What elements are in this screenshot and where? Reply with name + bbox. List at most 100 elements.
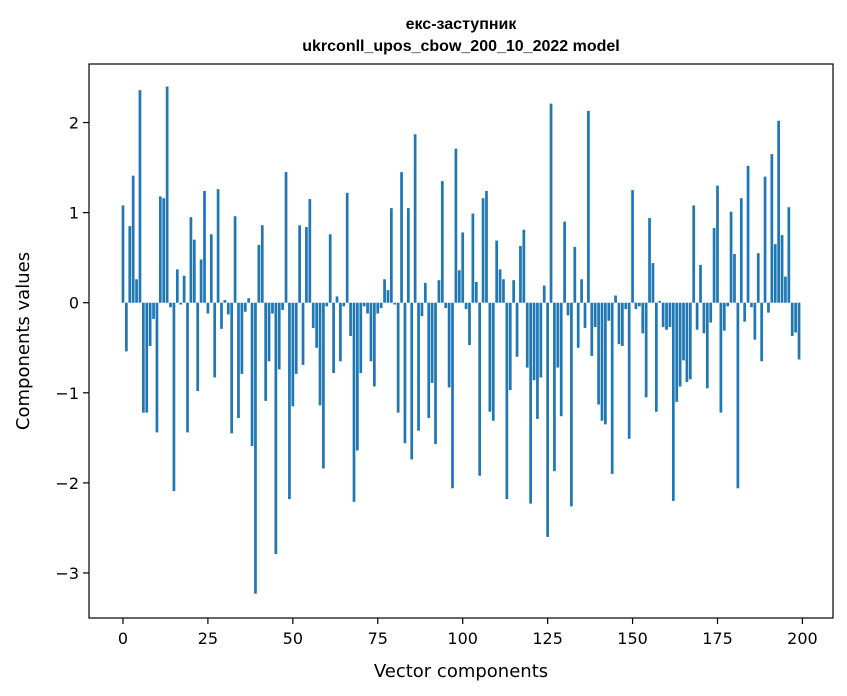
bar-57 bbox=[315, 302, 318, 348]
bar-145 bbox=[614, 295, 617, 303]
bar-163 bbox=[675, 302, 679, 402]
bar-40 bbox=[257, 245, 261, 303]
bar-64 bbox=[339, 302, 342, 362]
bar-83 bbox=[403, 302, 407, 444]
bar-197 bbox=[790, 302, 794, 337]
bar-28 bbox=[216, 189, 220, 303]
bar-112 bbox=[502, 279, 505, 303]
bar-195 bbox=[784, 276, 787, 303]
bar-103 bbox=[471, 213, 475, 303]
bar-69 bbox=[356, 302, 359, 451]
bar-172 bbox=[705, 302, 709, 389]
bar-77 bbox=[383, 279, 386, 303]
bar-141 bbox=[600, 302, 604, 421]
bar-130 bbox=[563, 221, 566, 303]
bar-166 bbox=[685, 302, 689, 382]
bar-119 bbox=[525, 302, 529, 368]
bar-149 bbox=[627, 302, 631, 439]
bar-58 bbox=[318, 302, 322, 406]
bar-136 bbox=[583, 302, 587, 328]
bar-174 bbox=[712, 227, 716, 303]
bar-37 bbox=[247, 298, 251, 303]
bar-71 bbox=[362, 302, 366, 307]
bar-92 bbox=[434, 302, 437, 445]
bar-62 bbox=[332, 302, 335, 373]
bar-101 bbox=[464, 302, 468, 310]
bar-185 bbox=[750, 302, 753, 308]
x-tick-label: 50 bbox=[283, 629, 303, 648]
bar-54 bbox=[305, 227, 308, 303]
bar-122 bbox=[536, 302, 539, 419]
bar-123 bbox=[539, 302, 543, 378]
bar-164 bbox=[678, 302, 682, 387]
bar-30 bbox=[223, 300, 227, 303]
bar-152 bbox=[638, 302, 641, 307]
x-tick-label: 150 bbox=[617, 629, 648, 648]
bar-106 bbox=[481, 198, 485, 303]
bar-150 bbox=[631, 190, 634, 303]
bar-70 bbox=[359, 302, 363, 373]
bar-160 bbox=[665, 302, 668, 330]
bar-196 bbox=[787, 207, 791, 303]
bar-113 bbox=[505, 302, 509, 500]
bar-187 bbox=[756, 253, 760, 303]
bar-177 bbox=[722, 302, 726, 331]
y-tick-label: 1 bbox=[69, 204, 79, 223]
bar-180 bbox=[733, 254, 736, 303]
bar-104 bbox=[474, 282, 478, 303]
bar-51 bbox=[294, 302, 298, 374]
bar-188 bbox=[760, 302, 764, 362]
bar-88 bbox=[420, 302, 424, 317]
bar-193 bbox=[777, 120, 780, 303]
x-tick-label: 200 bbox=[787, 629, 818, 648]
bar-32 bbox=[230, 302, 234, 434]
bar-135 bbox=[580, 279, 583, 303]
bar-183 bbox=[743, 302, 747, 322]
bar-60 bbox=[325, 302, 329, 307]
x-axis-label: Vector components bbox=[374, 661, 548, 682]
chart-title-line-1: екс-заступник bbox=[406, 16, 518, 33]
bar-110 bbox=[495, 240, 499, 303]
bar-52 bbox=[298, 225, 301, 303]
bar-10 bbox=[155, 302, 159, 433]
bar-102 bbox=[468, 302, 471, 346]
bar-6 bbox=[142, 302, 145, 413]
bar-143 bbox=[607, 302, 611, 321]
bar-157 bbox=[654, 302, 658, 412]
bar-139 bbox=[593, 302, 597, 328]
bar-67 bbox=[349, 302, 352, 337]
bar-100 bbox=[461, 232, 465, 303]
bar-20 bbox=[189, 217, 193, 303]
bar-56 bbox=[311, 302, 315, 328]
bar-42 bbox=[264, 302, 268, 401]
x-tick-label: 100 bbox=[447, 629, 478, 648]
bar-78 bbox=[386, 290, 390, 303]
bar-155 bbox=[648, 218, 651, 303]
x-tick-label: 175 bbox=[702, 629, 733, 648]
bar-59 bbox=[322, 302, 325, 469]
bar-75 bbox=[376, 302, 380, 314]
bar-68 bbox=[352, 302, 356, 502]
bar-121 bbox=[532, 302, 536, 381]
plot-area-frame bbox=[88, 63, 834, 619]
bar-169 bbox=[695, 302, 699, 330]
bar-190 bbox=[767, 302, 770, 313]
bar-142 bbox=[604, 302, 607, 425]
bar-126 bbox=[549, 103, 553, 303]
bar-29 bbox=[220, 302, 223, 329]
bar-86 bbox=[413, 134, 417, 303]
bar-84 bbox=[406, 208, 410, 303]
bar-44 bbox=[271, 302, 274, 314]
bar-48 bbox=[284, 172, 288, 303]
bar-184 bbox=[746, 165, 750, 303]
bar-0 bbox=[121, 205, 125, 303]
bar-159 bbox=[661, 302, 665, 328]
bar-23 bbox=[199, 259, 203, 303]
bar-124 bbox=[542, 285, 546, 303]
bar-12 bbox=[162, 198, 166, 303]
chart-title-line-2: ukrconll_upos_cbow_200_10_2022 model bbox=[302, 38, 619, 55]
bar-191 bbox=[770, 154, 774, 303]
bar-133 bbox=[573, 246, 577, 303]
bar-97 bbox=[451, 302, 454, 489]
